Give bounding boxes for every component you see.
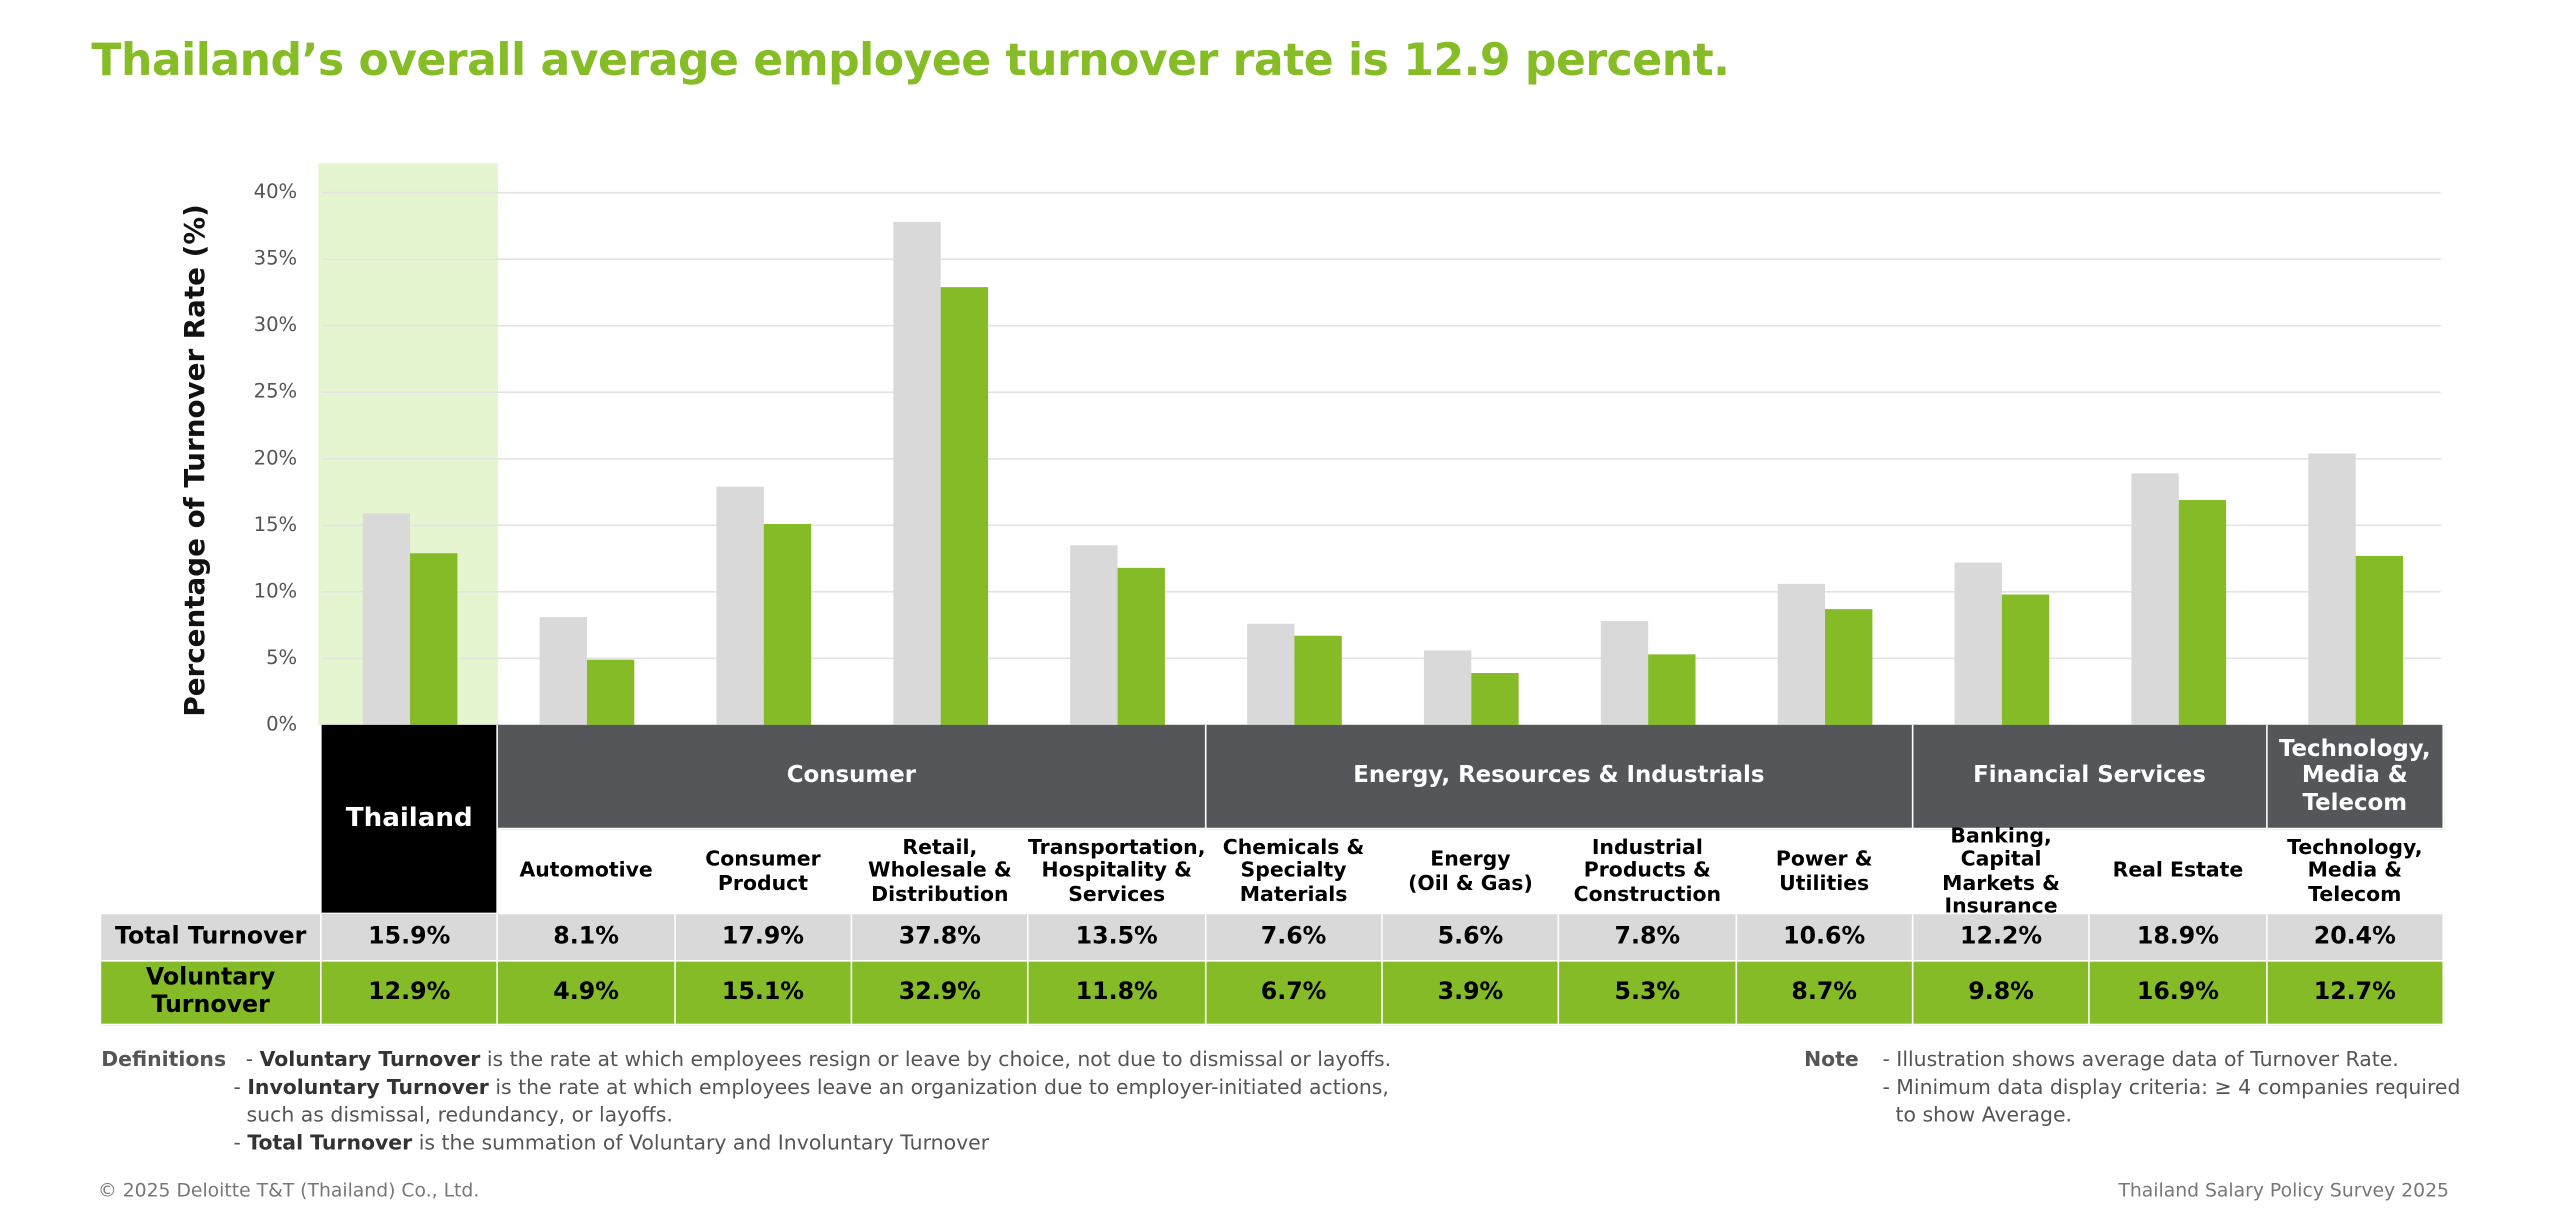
definitions-label: Definitions — [101, 1046, 227, 1072]
value-label: 13.5% — [1029, 914, 1206, 962]
value-label: 7.8% — [1559, 914, 1737, 962]
definition: Definitions Voluntary Turnover is the rat… — [101, 1045, 1391, 1073]
value-label: 17.9% — [675, 914, 853, 962]
value-label: 12.9% — [321, 961, 499, 1026]
x-tick-label: Retail, Wholesale & Distribution — [852, 829, 1030, 915]
group-header: Technology, Media & Telecom — [2267, 724, 2445, 830]
bar — [1070, 545, 1118, 725]
group-header: Thailand — [321, 724, 499, 915]
definition-text: is the rate at which employees resign or… — [480, 1046, 1392, 1072]
value-label: 3.9% — [1382, 961, 1560, 1026]
x-tick-label: Power & Utilities — [1736, 829, 1914, 915]
y-tick-label: 35% — [254, 247, 298, 270]
bar — [1117, 567, 1165, 725]
value-label: 5.6% — [1382, 914, 1560, 962]
y-tick-label: 0% — [266, 712, 297, 735]
x-tick-label: Chemicals & Specialty Materials — [1205, 829, 1383, 915]
x-tick-label: Consumer Product — [675, 829, 853, 915]
value-label: 8.1% — [498, 914, 676, 962]
definitions: Definitions Voluntary Turnover is the rat… — [101, 1045, 1391, 1156]
bar — [763, 523, 812, 725]
value-label: 16.9% — [2090, 961, 2268, 1026]
bar — [1777, 583, 1826, 725]
value-label: 8.7% — [1736, 961, 1914, 1026]
value-label: 12.7% — [2267, 961, 2445, 1026]
bar — [2308, 453, 2356, 725]
bar — [1600, 621, 1649, 725]
y-tick-label: 30% — [254, 313, 298, 336]
definition-text: is the summation of Voluntary and Involu… — [412, 1129, 990, 1155]
note-item: Minimum data display criteria: ≥ 4 compa… — [1882, 1073, 2461, 1129]
note-label: Note — [1804, 1046, 1859, 1072]
group-header: Consumer — [498, 724, 1206, 830]
bar — [1471, 673, 1519, 725]
footer-left: © 2025 Deloitte T&T (Thailand) Co., Ltd. — [97, 1178, 480, 1202]
bar — [2001, 594, 2050, 725]
bar — [362, 513, 411, 725]
note: Note Illustration shows average data of T… — [1804, 1045, 2460, 1128]
bar — [893, 221, 941, 725]
y-axis-label: Percentage of Turnover Rate (%) — [178, 204, 211, 716]
value-label: 20.4% — [2267, 914, 2445, 962]
value-label: 15.9% — [321, 914, 499, 962]
value-label: 37.8% — [852, 914, 1030, 962]
value-label: 11.8% — [1029, 961, 1206, 1026]
y-tick-label: 25% — [254, 380, 298, 403]
y-tick-label: 40% — [254, 180, 298, 203]
legend-row-header: Total Turnover — [101, 914, 322, 962]
title: Thailand’s overall average employee turn… — [91, 35, 1730, 87]
bar — [1825, 609, 1873, 725]
bar — [2178, 500, 2227, 725]
definition-term: Involuntary Turnover — [247, 1074, 489, 1099]
y-tick-label: 10% — [254, 579, 298, 602]
value-label: 32.9% — [852, 961, 1030, 1026]
value-label: 15.1% — [675, 961, 853, 1026]
bar — [1648, 654, 1696, 725]
y-tick-label: 5% — [266, 646, 297, 669]
value-label: 5.3% — [1559, 961, 1737, 1026]
x-tick-label: Industrial Products & Construction — [1559, 829, 1737, 915]
x-tick-label: Energy (Oil & Gas) — [1382, 829, 1560, 915]
value-label: 9.8% — [1913, 961, 2091, 1026]
definition-term: Voluntary Turnover — [259, 1046, 481, 1072]
group-header: Financial Services — [1913, 724, 2268, 830]
definition-term: Total Turnover — [247, 1129, 413, 1155]
value-label: 12.2% — [1913, 914, 2091, 962]
value-label: 18.9% — [2090, 914, 2268, 962]
definition-text: is the rate at which employees leave an … — [246, 1074, 1389, 1127]
y-tick-label: 15% — [254, 513, 298, 536]
legend-row-header: Voluntary Turnover — [101, 961, 322, 1026]
x-tick-label: Technology, Media & Telecom — [2267, 829, 2445, 915]
value-label: 7.6% — [1205, 914, 1383, 962]
value-label: 10.6% — [1736, 914, 1914, 962]
definition-body: Voluntary Turnover is the rate at which … — [246, 1047, 1391, 1071]
x-tick-label: Real Estate — [2090, 829, 2268, 915]
definition: Involuntary Turnover is the rate at whic… — [233, 1073, 1391, 1129]
bar — [539, 617, 587, 725]
note-item: Illustration shows average data of Turno… — [1882, 1045, 2460, 1073]
bar — [1954, 562, 2002, 725]
bar — [1247, 623, 1295, 725]
bar — [2131, 473, 2179, 725]
bar — [716, 486, 764, 725]
bar — [1294, 635, 1342, 725]
value-label: 4.9% — [498, 961, 676, 1026]
x-tick-label: Automotive — [498, 829, 676, 915]
bar — [940, 287, 989, 725]
group-header: Energy, Resources & Industrials — [1205, 724, 1914, 830]
bar — [586, 659, 635, 725]
y-tick-label: 20% — [254, 446, 298, 469]
bar — [2355, 555, 2403, 725]
footer-right: Thailand Salary Policy Survey 2025 — [2118, 1178, 2449, 1202]
bar — [410, 553, 458, 725]
definition: Total Turnover is the summation of Volun… — [233, 1128, 1391, 1156]
value-label: 6.7% — [1205, 961, 1383, 1026]
x-tick-label: Banking, Capital Markets & Insurance — [1913, 823, 2091, 917]
bar — [1423, 650, 1472, 725]
x-tick-label: Transportation, Hospitality & Services — [1028, 829, 1206, 915]
